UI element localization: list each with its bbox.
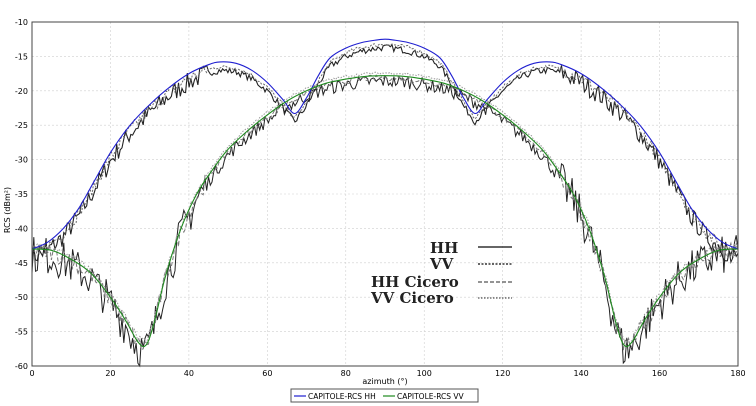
y-tick-label: -35 <box>15 190 28 199</box>
bottom-legend-hh: CAPITOLE-RCS HH <box>308 392 376 401</box>
inset-legend-vv: VV <box>429 255 454 273</box>
x-tick-labels: 0 20 40 60 80 100 120 140 160 180 <box>29 369 745 378</box>
y-tick-label: -40 <box>15 224 28 233</box>
y-tick-label: -50 <box>15 293 28 302</box>
bottom-legend-vv: CAPITOLE-RCS VV <box>397 392 465 401</box>
y-tick-labels: -10 -15 -20 -25 -30 -35 -40 -45 -50 -55 -60 <box>15 18 28 371</box>
y-tick-label: -15 <box>15 52 28 61</box>
cicero-vv-curve <box>31 71 739 345</box>
x-tick-label: 180 <box>730 369 745 378</box>
y-tick-label: -55 <box>15 328 28 337</box>
x-tick-label: 140 <box>573 369 588 378</box>
plot-frame <box>31 21 739 367</box>
bottom-legend: CAPITOLE-RCS HH CAPITOLE-RCS VV <box>290 388 479 403</box>
inset-legend-vv-cicero: VV Cicero <box>370 289 454 307</box>
x-tick-label: 100 <box>417 369 432 378</box>
x-tick-label: 20 <box>105 369 115 378</box>
y-tick-label: -60 <box>15 362 28 371</box>
y-axis-label: RCS (dBm²) <box>3 187 12 233</box>
x-tick-label: 60 <box>262 369 272 378</box>
inset-legend: HH VV HH Cicero VV Cicero <box>370 239 512 307</box>
x-tick-label: 120 <box>495 369 510 378</box>
series-line-hh <box>31 38 739 250</box>
inset-legend-hh-cicero: HH Cicero <box>371 273 459 291</box>
x-tick-label: 80 <box>341 369 351 378</box>
y-tick-label: -30 <box>15 156 28 165</box>
y-tick-label: -25 <box>15 121 28 130</box>
series-line-vv <box>31 75 739 348</box>
x-tick-label: 160 <box>652 369 667 378</box>
y-tick-label: -20 <box>15 87 28 96</box>
simulated-series <box>31 38 739 348</box>
x-tick-label: 0 <box>29 369 34 378</box>
y-tick-label: -10 <box>15 18 28 27</box>
x-axis-label: azimuth (°) <box>362 377 407 386</box>
y-tick-label: -45 <box>15 259 28 268</box>
inset-legend-hh: HH <box>430 239 458 257</box>
x-tick-label: 40 <box>184 369 194 378</box>
